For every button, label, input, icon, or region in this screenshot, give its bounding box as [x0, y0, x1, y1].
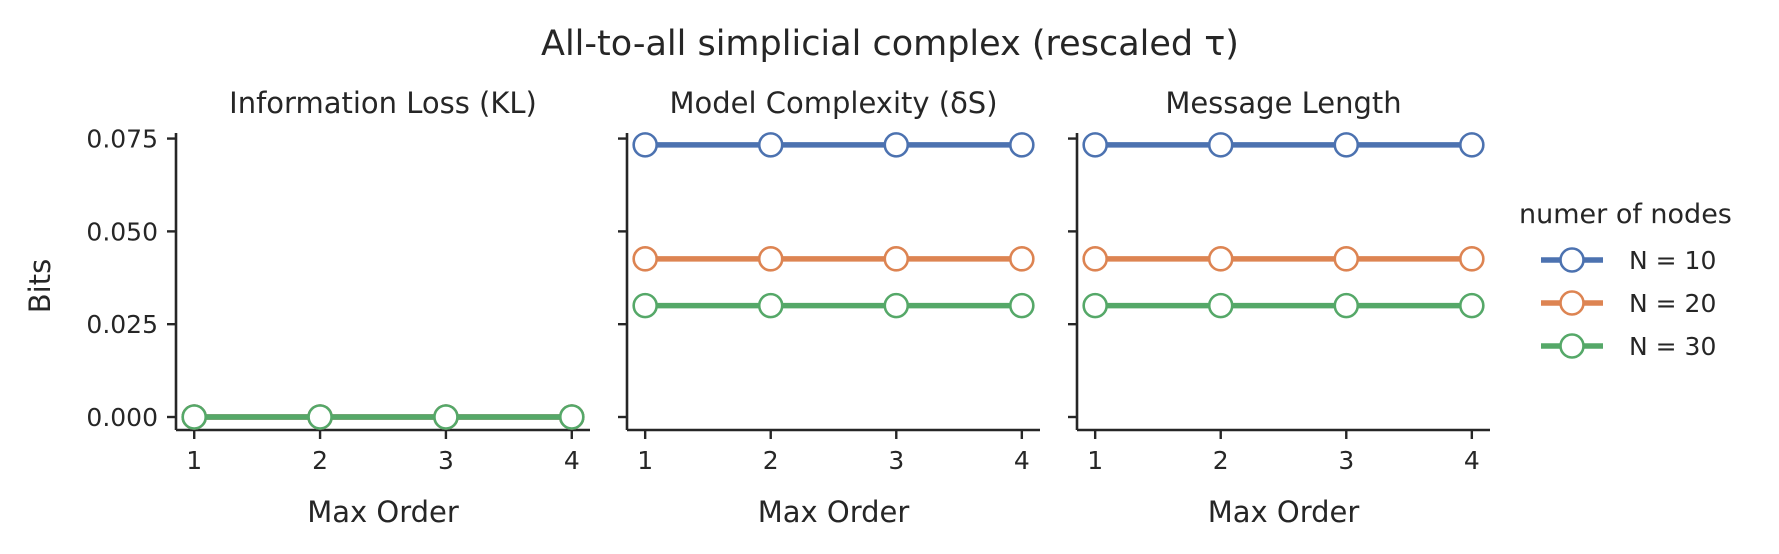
legend-label: N = 30 — [1629, 332, 1716, 361]
data-point — [1082, 246, 1108, 272]
x-tick-label: 3 — [888, 446, 904, 475]
panel-3: Message Length Max Order 1 2 3 4 — [1068, 86, 1490, 529]
x-tick-label: 2 — [312, 446, 328, 475]
x-tick-label: 3 — [1338, 446, 1354, 475]
x-tick-label: 1 — [1087, 446, 1103, 475]
x-axis-label: Max Order — [758, 495, 910, 529]
legend-title: numer of nodes — [1519, 199, 1732, 230]
data-point — [757, 132, 784, 158]
x-tick-label: 3 — [438, 446, 454, 475]
legend-item: N = 30 — [1541, 332, 1716, 361]
data-point — [181, 404, 208, 430]
panels: Information Loss (KL) Max Order 1 2 3 4 0.000 0… — [86, 86, 1490, 529]
x-axis-label: Max Order — [307, 495, 459, 529]
panel-title: Information Loss (KL) — [229, 86, 537, 120]
data-point — [1082, 292, 1108, 319]
x-tick-label: 1 — [186, 446, 202, 475]
data-point — [1082, 132, 1108, 158]
data-point — [883, 246, 910, 272]
y-tick-label: 0.075 — [86, 125, 158, 154]
data-point — [1009, 132, 1035, 158]
x-tick-label: 4 — [564, 446, 580, 475]
x-tick-label: 4 — [1014, 446, 1030, 475]
data-point — [883, 132, 910, 158]
data-point — [757, 292, 784, 319]
figure-title: All-to-all simplicial complex (rescaled … — [541, 24, 1239, 64]
x-tick-label: 2 — [1213, 446, 1229, 475]
y-tick-label: 0.000 — [86, 403, 158, 432]
data-point — [632, 246, 658, 272]
data-point — [1009, 246, 1035, 272]
data-point — [433, 404, 459, 430]
data-point — [632, 292, 658, 319]
panel-title: Model Complexity (δS) — [669, 86, 997, 120]
y-tick-label: 0.025 — [86, 310, 158, 339]
legend-marker — [1559, 333, 1585, 359]
data-point — [1333, 132, 1360, 158]
legend-item: N = 10 — [1541, 246, 1716, 275]
x-tick-label: 1 — [637, 446, 653, 475]
legend-label: N = 20 — [1629, 289, 1716, 318]
data-point — [632, 132, 658, 158]
data-point — [1207, 132, 1234, 158]
data-point — [558, 404, 585, 430]
legend: numer of nodes N = 10 N = 20 N = 30 — [1519, 199, 1732, 361]
x-tick-label: 2 — [763, 446, 779, 475]
legend-item: N = 20 — [1541, 289, 1716, 318]
panel-2: Model Complexity (δS) Max Order 1 2 3 4 — [618, 86, 1040, 529]
data-point — [307, 404, 333, 430]
legend-label: N = 10 — [1629, 246, 1716, 275]
data-point — [883, 292, 910, 319]
data-point — [1459, 292, 1485, 319]
data-point — [1459, 246, 1485, 272]
panel-title: Message Length — [1165, 86, 1401, 120]
panel-1: Information Loss (KL) Max Order 1 2 3 4 0.000 0… — [86, 86, 590, 529]
data-point — [757, 246, 784, 272]
x-tick-label: 4 — [1464, 446, 1480, 475]
y-tick-label: 0.050 — [86, 217, 158, 246]
x-axis-label: Max Order — [1208, 495, 1360, 529]
data-point — [1207, 292, 1234, 319]
data-point — [1333, 292, 1360, 319]
legend-marker — [1559, 247, 1585, 273]
data-point — [1009, 292, 1035, 319]
data-point — [1459, 132, 1485, 158]
legend-marker — [1559, 290, 1585, 316]
data-point — [1333, 246, 1360, 272]
y-axis-label: Bits — [23, 259, 57, 313]
data-point — [1207, 246, 1234, 272]
